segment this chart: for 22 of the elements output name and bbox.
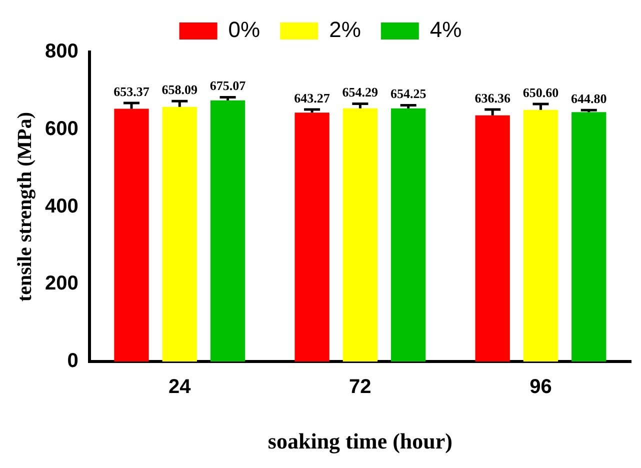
data-label: 644.80 xyxy=(571,90,607,106)
data-label: 636.36 xyxy=(474,90,511,106)
x-tick-label: 96 xyxy=(530,376,552,398)
y-axis-title: tensile strength (MPa) xyxy=(14,112,36,302)
x-axis-title: soaking time (hour) xyxy=(268,428,452,454)
data-label: 658.09 xyxy=(162,82,198,97)
data-label: 654.25 xyxy=(390,86,427,102)
y-tick-label: 200 xyxy=(44,272,78,295)
data-label: 654.29 xyxy=(342,84,379,100)
y-tick-label: 600 xyxy=(44,118,78,140)
y-tick-label: 400 xyxy=(44,195,78,218)
y-tick-label: 0 xyxy=(67,350,78,372)
data-label: 675.07 xyxy=(210,78,246,94)
x-tick-label: 24 xyxy=(168,376,192,398)
y-tick-label: 800 xyxy=(44,40,78,63)
data-label: 653.37 xyxy=(114,84,150,99)
data-label: 643.27 xyxy=(294,90,330,106)
legend-label: 0% xyxy=(228,17,260,42)
data-label: 650.60 xyxy=(522,84,559,100)
x-tick-label: 72 xyxy=(349,376,372,398)
legend-label: 2% xyxy=(329,17,361,42)
legend-label: 4% xyxy=(430,17,462,42)
